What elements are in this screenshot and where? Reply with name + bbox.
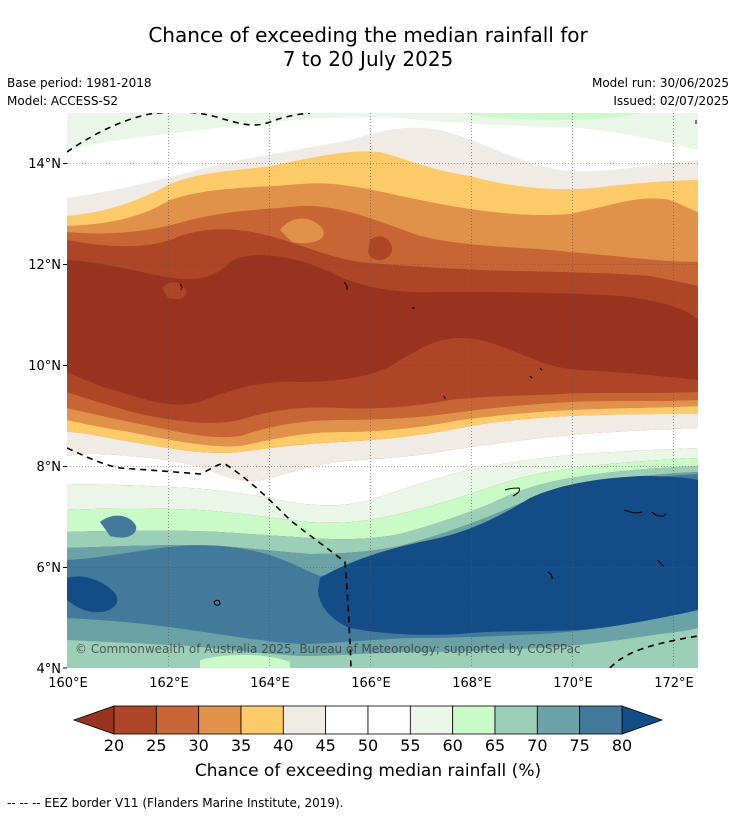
eez-border-east	[609, 635, 698, 668]
island-mark	[529, 375, 533, 379]
deep-red-core	[67, 255, 698, 405]
colorbar: 20 25 30 35 40 45 50 55 60 65 70 75 80	[72, 705, 664, 755]
island-mark	[504, 487, 520, 497]
orange-patch	[280, 218, 324, 244]
lon-label-172: 172°E	[654, 676, 694, 691]
colorbar-title: Chance of exceeding median rainfall (%)	[194, 761, 542, 781]
lon-label-160: 160°E	[48, 676, 88, 691]
island-mark	[623, 509, 643, 514]
lat-label-8: 8°N	[37, 460, 62, 475]
lon-label-170: 170°E	[553, 676, 593, 691]
colorbar-tick-label: 50	[358, 736, 378, 755]
colorbar-tick-label: 45	[315, 736, 335, 755]
colorbar-cell	[536, 705, 581, 735]
eez-legend-footnote: -- -- -- EEZ border V11 (Flanders Marine…	[7, 796, 344, 810]
island-mark	[179, 283, 183, 291]
orange-band-south	[67, 400, 698, 447]
colorbar-tick-label: 25	[146, 736, 166, 755]
colorbar-tick-label: 30	[188, 736, 208, 755]
colorbar-tick-label: 55	[400, 736, 420, 755]
rust-islet	[162, 282, 187, 300]
colorbar-cell	[113, 705, 157, 735]
colorbar-cell	[325, 705, 369, 735]
steel-blue-west-patch	[100, 515, 137, 538]
pale-green-band-north	[67, 113, 698, 150]
colorbar-low-extension	[72, 705, 115, 735]
island-mark	[343, 281, 348, 290]
lon-label-168: 168°E	[452, 676, 492, 691]
rust-patch	[368, 236, 392, 261]
colorbar-cell	[367, 705, 411, 735]
map-title-line2: 7 to 20 July 2025	[282, 47, 454, 71]
colorbar-tick-label: 75	[569, 736, 589, 755]
rainfall-probability-map: © Commonwealth of Australia 2025, Bureau…	[67, 113, 698, 668]
colorbar-tick-label: 60	[442, 736, 462, 755]
island-mark	[539, 367, 543, 371]
island-mark	[651, 511, 667, 517]
colorbar-cell	[155, 705, 200, 735]
colorbar-high-extension	[621, 705, 664, 735]
copyright-notice: © Commonwealth of Australia 2025, Bureau…	[75, 642, 581, 656]
island-mark	[547, 571, 553, 580]
eez-border-north	[67, 113, 311, 153]
colorbar-cell	[452, 705, 496, 735]
longitude-axis: 160°E 162°E 164°E 166°E 168°E 170°E 172°…	[48, 676, 694, 691]
lat-label-6: 6°N	[37, 561, 62, 576]
eez-border-west	[67, 447, 352, 668]
colorbar-cell	[409, 705, 454, 735]
base-period-text: Base period: 1981-2018	[7, 76, 152, 90]
lat-label-10: 10°N	[28, 359, 61, 374]
colorbar-tick-label: 40	[273, 736, 293, 755]
graticule	[67, 113, 698, 668]
eez-border	[67, 113, 698, 668]
model-text: Model: ACCESS-S2	[7, 94, 119, 108]
rust-band-south	[67, 338, 698, 423]
lon-label-166: 166°E	[351, 676, 391, 691]
light-green-band	[67, 458, 698, 540]
map-title-line1: Chance of exceeding the median rainfall …	[148, 23, 588, 47]
lon-label-164: 164°E	[250, 676, 290, 691]
colorbar-cell	[240, 705, 284, 735]
lat-label-12: 12°N	[28, 258, 61, 273]
dark-orange-band-south	[67, 392, 698, 438]
colorbar-tick-label: 20	[104, 736, 124, 755]
colorbar-tick-label: 70	[527, 736, 547, 755]
colorbar-cell	[579, 705, 623, 735]
colorbar-cell	[494, 705, 538, 735]
lat-label-14: 14°N	[28, 157, 61, 172]
mint-band	[67, 466, 698, 554]
deep-blue-core	[318, 476, 698, 635]
model-run-text: Model run: 30/06/2025	[591, 76, 729, 90]
beige-band-south	[67, 414, 698, 481]
issued-text: Issued: 02/07/2025	[613, 94, 729, 108]
colorbar-tick-label: 65	[485, 736, 505, 755]
light-green-patch-south	[200, 654, 290, 668]
latitude-axis: 14°N 12°N 10°N 8°N 6°N 4°N	[28, 157, 67, 677]
colorbar-tick-label: 35	[231, 736, 251, 755]
islands	[179, 120, 697, 606]
colorbar-tick-label: 80	[612, 736, 632, 755]
yellow-band-south	[67, 406, 698, 453]
lon-label-162: 162°E	[149, 676, 189, 691]
lat-label-4: 4°N	[37, 662, 62, 677]
colorbar-cell	[198, 705, 242, 735]
pale-green-band-south	[67, 448, 698, 523]
island-mark	[443, 395, 446, 400]
island-mark	[213, 599, 221, 606]
colorbar-cell	[282, 705, 327, 735]
deep-blue-west-patch	[67, 576, 118, 613]
island-mark	[657, 559, 665, 567]
green-band-north	[460, 113, 640, 120]
